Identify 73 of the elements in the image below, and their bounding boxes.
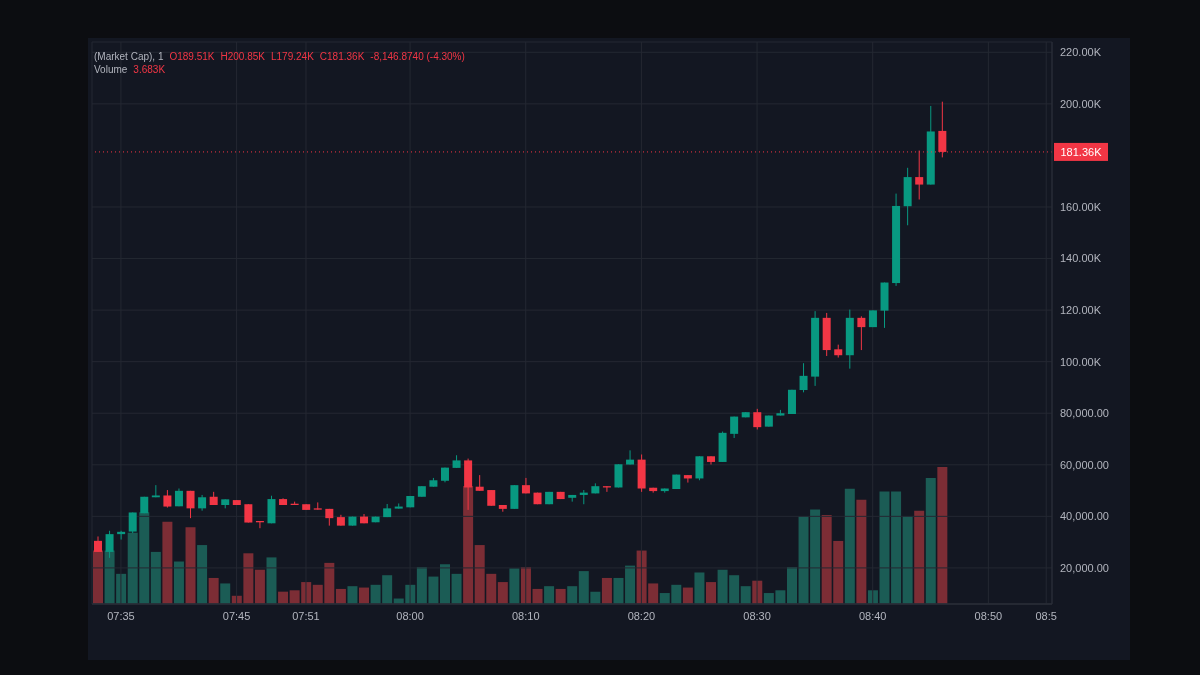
x-tick-label: 07:51 bbox=[292, 609, 320, 622]
candlestick bbox=[244, 503, 253, 524]
text: (Market Cap), 1 bbox=[94, 51, 164, 62]
y-tick-label: 20,000.00 bbox=[1060, 561, 1109, 574]
y-tick-label: 60,000.00 bbox=[1060, 458, 1109, 471]
bar bbox=[497, 582, 508, 604]
x-tick-label: 08:30 bbox=[743, 609, 771, 622]
bar bbox=[347, 586, 358, 604]
x-tick-label: 08:20 bbox=[627, 609, 656, 622]
x-tick-label: 08:5 bbox=[1035, 609, 1057, 622]
bar bbox=[208, 577, 219, 604]
x-tick-label: 08:40 bbox=[858, 609, 887, 622]
annotation: O189.51K bbox=[169, 51, 215, 62]
bar bbox=[613, 577, 624, 604]
candlestick bbox=[186, 490, 195, 519]
bar bbox=[220, 583, 231, 604]
annotation: -8,146.8740 (-4.30%) bbox=[370, 51, 465, 62]
candlestick bbox=[799, 362, 808, 393]
candlestick bbox=[626, 449, 635, 466]
y-tick-label: 160.00K bbox=[1060, 200, 1102, 213]
bar bbox=[902, 516, 913, 604]
bar bbox=[532, 588, 543, 604]
y-tick-label: 220.00K bbox=[1060, 46, 1102, 59]
chart-title: Volume bbox=[94, 64, 128, 75]
bar bbox=[266, 557, 277, 604]
bar bbox=[844, 488, 855, 604]
bar bbox=[740, 586, 751, 604]
y-tick-label: 120.00K bbox=[1060, 304, 1102, 317]
x-tick-label: 07:45 bbox=[222, 609, 251, 622]
candlestick bbox=[695, 455, 704, 481]
annotation: H200.85K bbox=[220, 51, 265, 62]
bar bbox=[555, 588, 566, 604]
bar bbox=[173, 561, 184, 604]
x-tick-label: 08:50 bbox=[974, 609, 1003, 622]
candlestick bbox=[128, 511, 137, 534]
candlestick bbox=[521, 477, 530, 494]
annotation: C181.36K bbox=[319, 51, 365, 62]
bar bbox=[925, 477, 936, 604]
annotation: 3.683K bbox=[133, 64, 166, 75]
bar bbox=[625, 565, 636, 604]
x-tick-label: 07:35 bbox=[107, 609, 135, 622]
bar bbox=[601, 577, 612, 604]
bar bbox=[197, 545, 208, 604]
bar bbox=[162, 521, 173, 604]
bar bbox=[682, 587, 693, 604]
y-tick-label: 80,000.00 bbox=[1060, 407, 1109, 420]
ref-line-label: 181.36K bbox=[1060, 145, 1103, 158]
bar bbox=[856, 499, 867, 604]
bar bbox=[185, 527, 196, 604]
bar bbox=[544, 586, 555, 604]
bar bbox=[567, 586, 578, 604]
bar bbox=[150, 551, 161, 604]
bar bbox=[359, 587, 370, 604]
candlestick bbox=[510, 484, 519, 510]
bar bbox=[694, 572, 705, 604]
bar bbox=[439, 564, 450, 604]
y-tick-label: 140.00K bbox=[1060, 252, 1102, 265]
y-tick-label: 40,000.00 bbox=[1060, 510, 1109, 523]
bar bbox=[937, 466, 948, 604]
x-tick-label: 08:00 bbox=[396, 609, 424, 622]
candlestick bbox=[857, 315, 866, 351]
y-tick-label: 200.00K bbox=[1060, 97, 1102, 110]
bar bbox=[451, 573, 462, 604]
annotation: L179.24K bbox=[271, 51, 314, 62]
bar bbox=[335, 588, 346, 604]
bar bbox=[254, 569, 265, 604]
y-tick-label: 100.00K bbox=[1060, 355, 1102, 368]
bar bbox=[786, 566, 797, 604]
bar bbox=[509, 568, 520, 604]
bar bbox=[706, 582, 717, 604]
candlestick bbox=[753, 408, 762, 430]
bar bbox=[914, 510, 925, 604]
x-tick-label: 08:10 bbox=[511, 609, 540, 622]
